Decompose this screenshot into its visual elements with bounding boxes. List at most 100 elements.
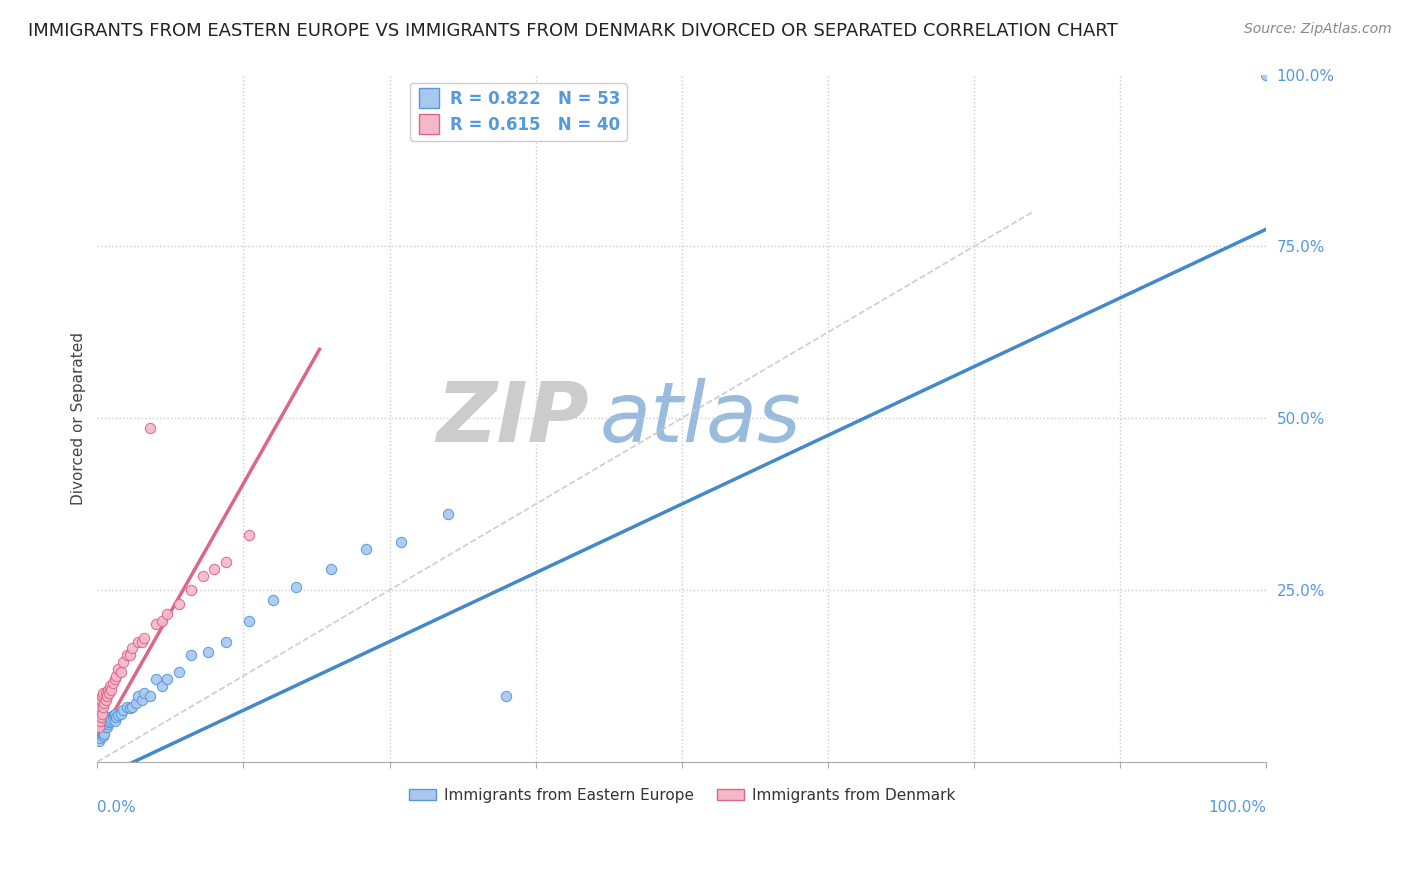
- Point: [97, 682, 120, 697]
- Point: [93, 727, 115, 741]
- Point: [180, 648, 202, 663]
- Point: [150, 614, 173, 628]
- Point: [191, 569, 214, 583]
- Point: [91, 727, 114, 741]
- Point: [127, 634, 149, 648]
- Point: [145, 617, 167, 632]
- Point: [131, 634, 153, 648]
- Point: [98, 714, 121, 729]
- Point: [91, 706, 114, 721]
- Point: [98, 710, 121, 724]
- Point: [121, 641, 143, 656]
- Point: [354, 541, 377, 556]
- Point: [87, 703, 110, 717]
- Point: [89, 731, 111, 745]
- Point: [97, 717, 120, 731]
- Point: [90, 723, 112, 738]
- Point: [215, 634, 238, 648]
- Point: [112, 655, 135, 669]
- Point: [107, 662, 129, 676]
- Point: [91, 726, 114, 740]
- Point: [104, 714, 127, 728]
- Point: [238, 614, 260, 628]
- Y-axis label: Divorced or Separated: Divorced or Separated: [72, 332, 86, 505]
- Point: [93, 697, 115, 711]
- Point: [1256, 68, 1278, 82]
- Point: [87, 734, 110, 748]
- Point: [156, 673, 179, 687]
- Point: [101, 710, 124, 724]
- Point: [131, 693, 153, 707]
- Point: [91, 690, 114, 704]
- Point: [94, 720, 117, 734]
- Point: [156, 607, 179, 621]
- Point: [97, 714, 120, 728]
- Point: [120, 701, 142, 715]
- Point: [91, 686, 114, 700]
- Point: [115, 648, 138, 663]
- Point: [98, 679, 121, 693]
- Point: [197, 645, 219, 659]
- Text: atlas: atlas: [600, 377, 801, 458]
- Point: [93, 717, 115, 731]
- Point: [105, 669, 128, 683]
- Point: [91, 729, 114, 743]
- Text: 0.0%: 0.0%: [97, 799, 136, 814]
- Text: 100.0%: 100.0%: [1208, 799, 1267, 814]
- Point: [121, 699, 143, 714]
- Text: Source: ZipAtlas.com: Source: ZipAtlas.com: [1244, 22, 1392, 37]
- Point: [125, 697, 148, 711]
- Point: [91, 699, 114, 714]
- Point: [94, 693, 117, 707]
- Point: [94, 686, 117, 700]
- Point: [167, 597, 190, 611]
- Point: [104, 706, 127, 721]
- Point: [262, 593, 284, 607]
- Point: [115, 699, 138, 714]
- Point: [180, 582, 202, 597]
- Point: [127, 690, 149, 704]
- Text: IMMIGRANTS FROM EASTERN EUROPE VS IMMIGRANTS FROM DENMARK DIVORCED OR SEPARATED : IMMIGRANTS FROM EASTERN EUROPE VS IMMIGR…: [28, 22, 1118, 40]
- Point: [145, 673, 167, 687]
- Point: [98, 710, 121, 724]
- Point: [139, 690, 162, 704]
- Point: [437, 508, 460, 522]
- Point: [90, 693, 112, 707]
- Point: [98, 714, 121, 728]
- Point: [103, 708, 125, 723]
- Point: [90, 710, 112, 724]
- Point: [238, 528, 260, 542]
- Point: [132, 631, 155, 645]
- Text: ZIP: ZIP: [436, 377, 588, 458]
- Point: [94, 717, 117, 731]
- Point: [89, 699, 111, 714]
- Point: [96, 720, 118, 734]
- Point: [321, 562, 343, 576]
- Point: [110, 706, 132, 721]
- Point: [101, 675, 124, 690]
- Point: [215, 556, 238, 570]
- Point: [120, 648, 142, 663]
- Point: [96, 714, 118, 729]
- Point: [139, 421, 162, 435]
- Point: [105, 710, 128, 724]
- Point: [389, 534, 412, 549]
- Point: [110, 665, 132, 680]
- Point: [495, 690, 517, 704]
- Point: [90, 727, 112, 741]
- Point: [107, 708, 129, 723]
- Point: [167, 665, 190, 680]
- Point: [89, 714, 111, 728]
- Point: [150, 679, 173, 693]
- Point: [202, 562, 225, 576]
- Point: [87, 720, 110, 734]
- Legend: Immigrants from Eastern Europe, Immigrants from Denmark: Immigrants from Eastern Europe, Immigran…: [402, 782, 962, 809]
- Point: [112, 703, 135, 717]
- Point: [285, 580, 308, 594]
- Point: [132, 686, 155, 700]
- Point: [96, 690, 118, 704]
- Point: [98, 686, 121, 700]
- Point: [100, 712, 122, 726]
- Point: [91, 722, 114, 736]
- Point: [100, 682, 122, 697]
